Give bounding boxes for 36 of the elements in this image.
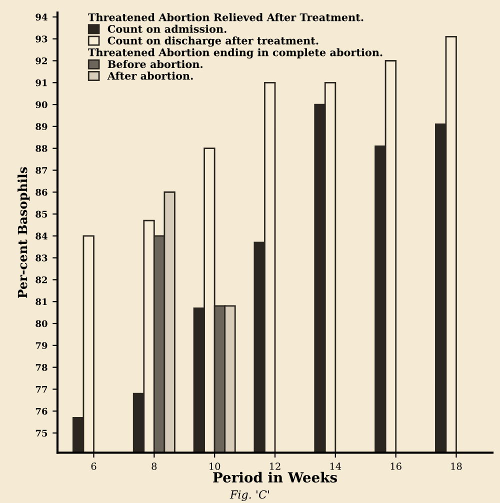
x-tick-label: 12 xyxy=(270,462,280,470)
legend-label: Before abortion. xyxy=(108,60,203,68)
x-tick-label: 10 xyxy=(210,462,220,470)
x-axis-title: Period in Weeks xyxy=(213,472,337,483)
annotation: Threatened Abortion ending in complete abortion. xyxy=(88,48,382,58)
y-tick-label: 94 xyxy=(36,14,48,21)
y-axis-title: Per-cent Basophils xyxy=(18,167,30,298)
text: Fig. 'C' xyxy=(230,490,269,501)
x-tick-label: 14 xyxy=(330,462,342,470)
y-tick-label: 80 xyxy=(36,320,48,328)
y-tick-label: 76 xyxy=(36,408,48,415)
x-tick-label: 8 xyxy=(152,462,157,470)
y-tick-label: 92 xyxy=(36,57,47,64)
y-tick-label: 75 xyxy=(36,430,48,437)
y-tick-label: 90 xyxy=(36,101,48,108)
y-tick-label: 87 xyxy=(36,166,48,174)
y-tick-label: 77 xyxy=(36,386,48,393)
y-tick-label: 82 xyxy=(36,276,47,284)
y-tick-label: 89 xyxy=(36,123,48,130)
y-tick-label: 79 xyxy=(36,342,48,349)
x-tick-label: 16 xyxy=(390,462,402,470)
y-tick-label: 86 xyxy=(36,188,48,196)
y-tick-label: 83 xyxy=(36,254,48,262)
x-tick-label: 6 xyxy=(91,462,96,470)
annotation: Threatened Abortion Relieved After Treatment. xyxy=(88,13,364,22)
y-tick-label: 78 xyxy=(36,364,48,371)
y-tick-label: 81 xyxy=(36,298,47,306)
x-tick-label: 18 xyxy=(451,462,462,470)
y-tick-label: 88 xyxy=(36,145,48,152)
legend-label: Count on discharge after treatment. xyxy=(108,36,318,47)
y-tick-label: 84 xyxy=(36,232,48,240)
y-tick-label: 93 xyxy=(36,36,48,42)
legend-label: After abortion. xyxy=(107,72,193,80)
legend-label: Count on admission. xyxy=(108,24,226,33)
y-tick-label: 91 xyxy=(36,79,47,86)
y-tick-label: 85 xyxy=(36,210,48,218)
